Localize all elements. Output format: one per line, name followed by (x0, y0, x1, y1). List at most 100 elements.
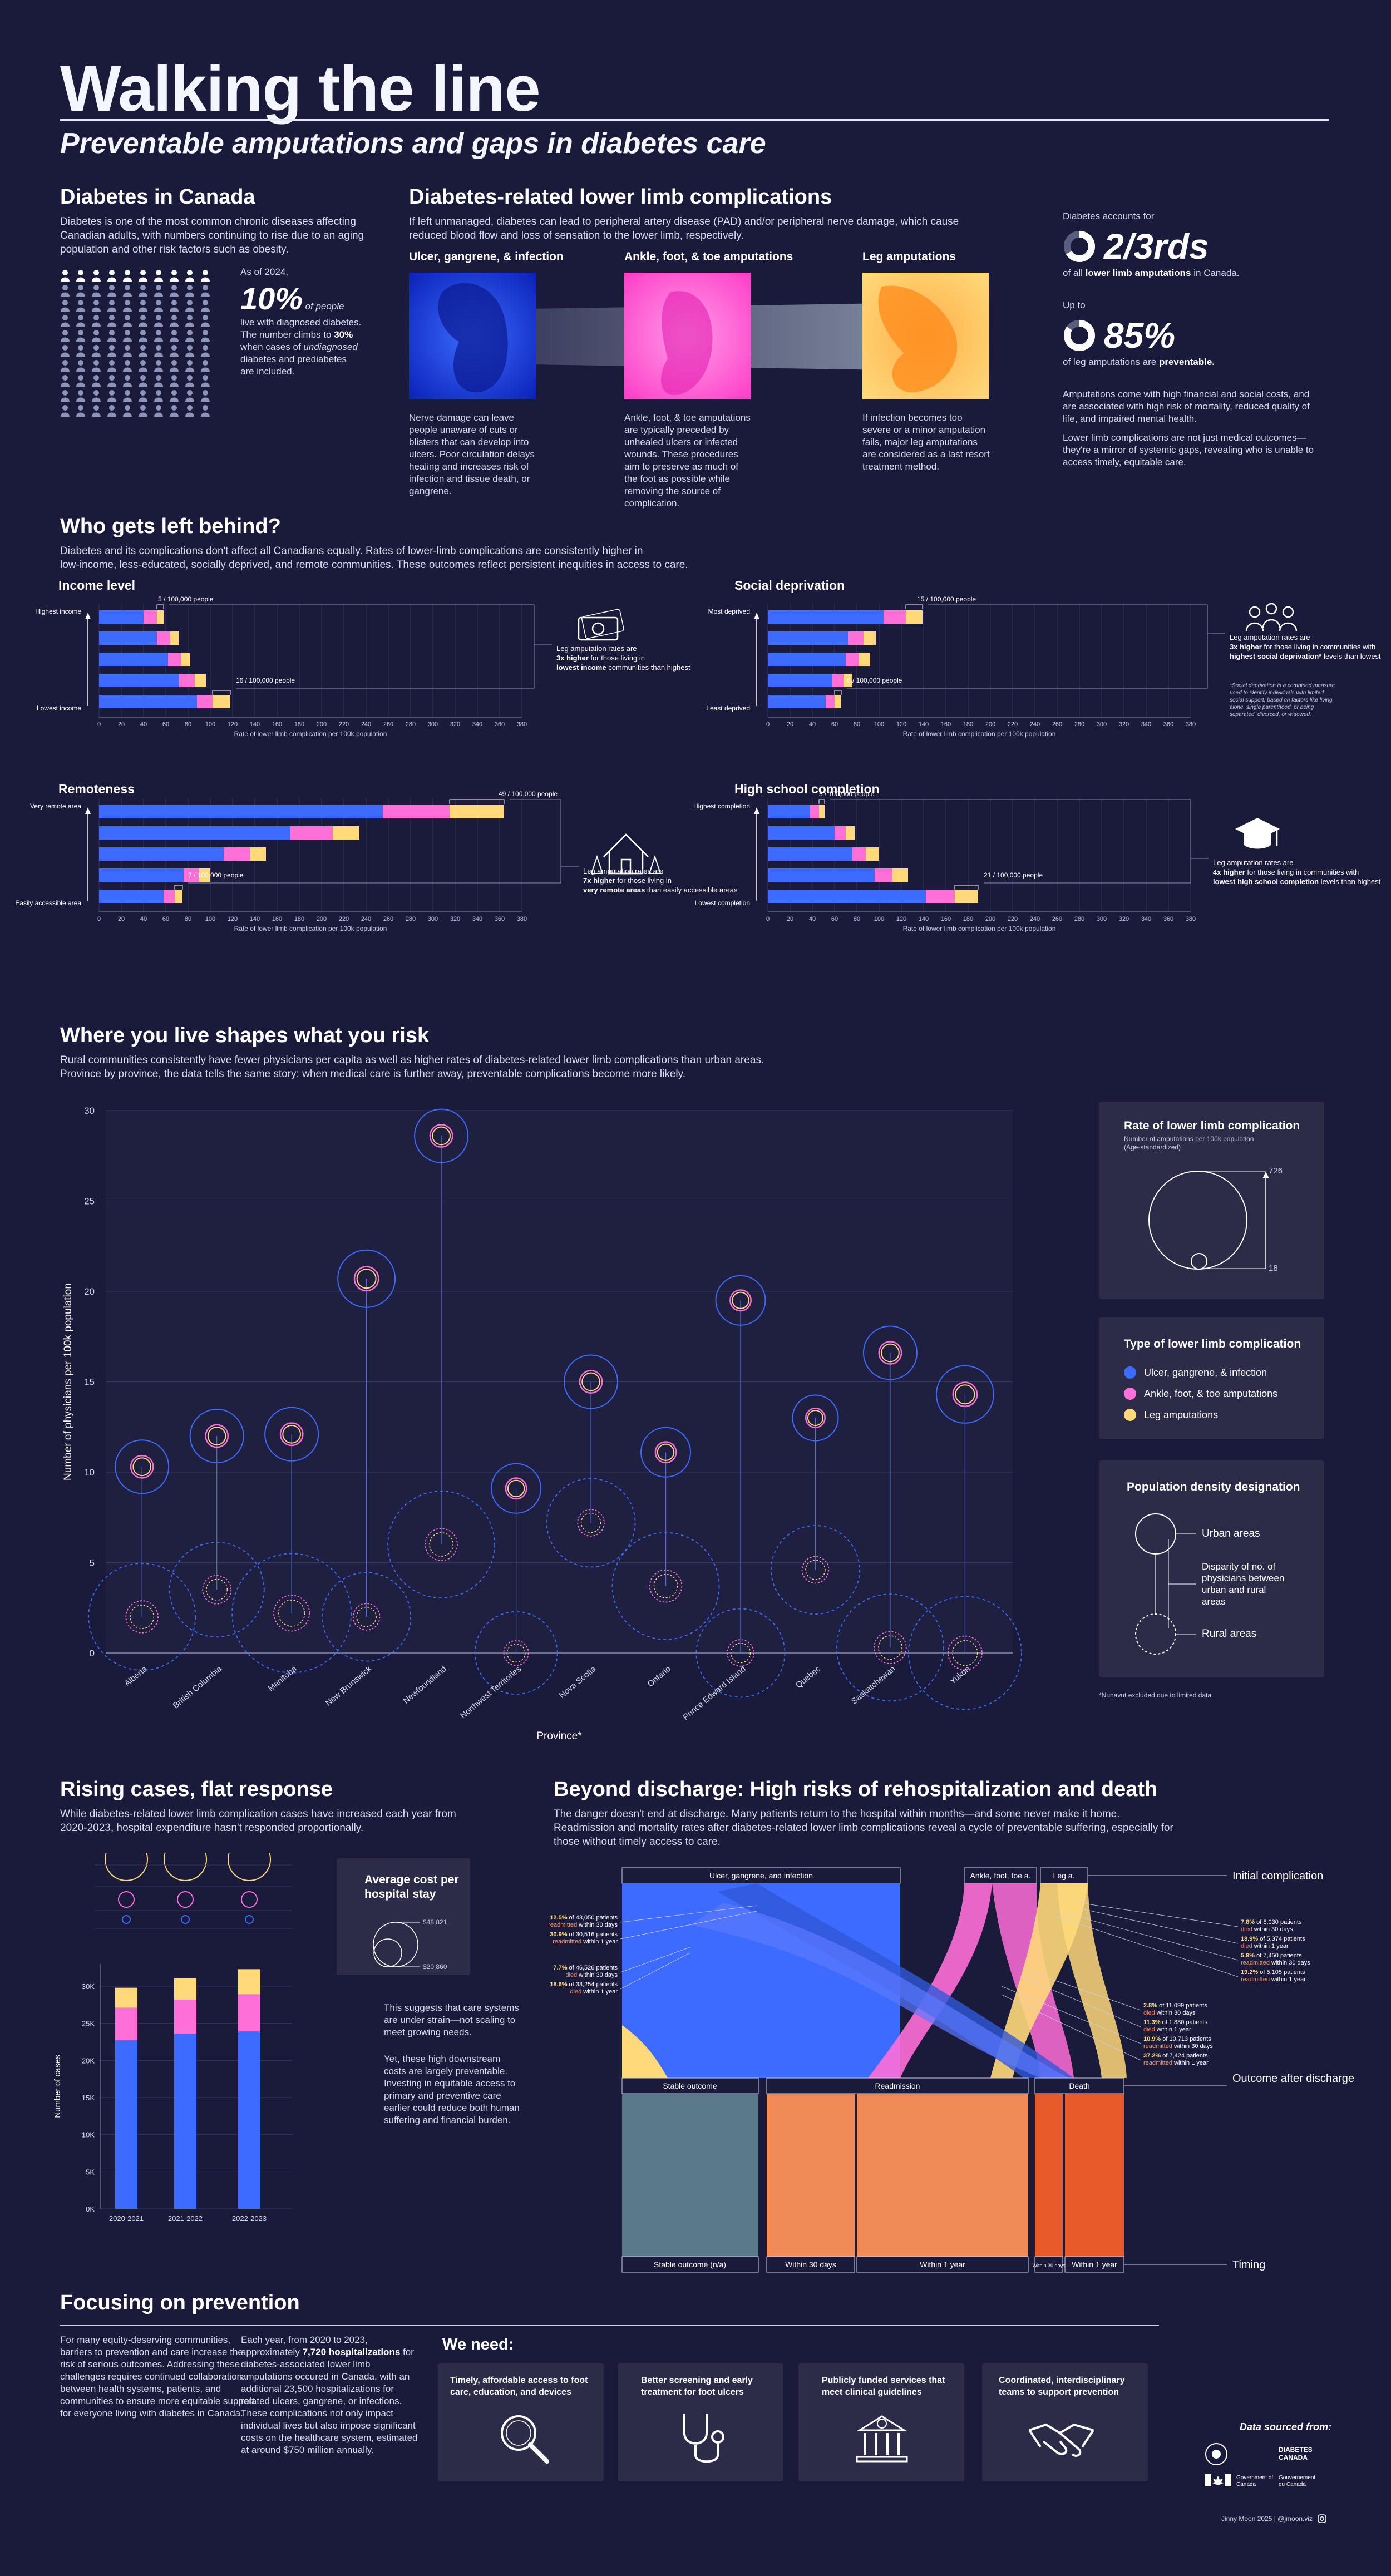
person-head-icon (109, 285, 115, 290)
rate-legend-graphic (1148, 1171, 1269, 1270)
bar-segment-leg (175, 890, 182, 903)
person-head-icon (203, 390, 208, 396)
side-para-1: Amputations come with high financial and… (1063, 389, 1310, 424)
person-body-icon (201, 337, 210, 342)
bottom-annotation: 6 / 100,000 people (847, 677, 902, 684)
bar-chart-deprivation: Social deprivation 0 20 40 60 80 100 120 140 160 1… (706, 578, 1381, 738)
footnote-text: *Social deprivation is a combined measur… (1230, 683, 1335, 718)
person-body-icon (185, 367, 194, 372)
person-body-icon (92, 292, 101, 297)
person-body-icon (76, 397, 85, 402)
x-axis-label: Rate of lower limb complication per 100k… (234, 730, 387, 738)
person-head-icon (171, 360, 177, 366)
footnote-line: *Social deprivation is a combined measur… (1230, 683, 1335, 689)
rural-outer-circle (474, 1611, 558, 1695)
stacked-bar-leg (238, 1969, 260, 1995)
note-pct: 11.3% (1143, 2019, 1161, 2026)
x-tick-label: 220 (1008, 721, 1018, 728)
person-head-icon (62, 360, 68, 366)
note-leader (620, 1905, 757, 1923)
person-head-icon (125, 405, 130, 411)
initial-complication-label: Initial complication (1232, 1870, 1323, 1882)
node-stable-na (621, 2256, 759, 2273)
data-sourced-label: Data sourced from: (1240, 2421, 1332, 2432)
rural-ankle-circle (948, 1635, 983, 1671)
x-tick-label: 340 (472, 916, 482, 922)
person-head-icon (187, 315, 193, 320)
x-tick-label: 0 (97, 721, 101, 728)
note-segment: communities than highest (606, 663, 690, 672)
x-tick-label: 160 (272, 721, 282, 728)
person-head-icon (93, 405, 99, 411)
note-segment: highest social deprivation* (1230, 652, 1322, 660)
person-body-icon (92, 277, 101, 282)
rural-ankle-circle (649, 1570, 683, 1603)
person-body-icon (123, 352, 132, 357)
bottom-label-stable: Stable outcome (n/a) (654, 2260, 726, 2269)
person-head-icon (203, 315, 208, 320)
y-arrow-head (754, 613, 759, 619)
note-connector (236, 644, 535, 689)
y-axis-label: Number of cases (53, 2055, 62, 2118)
note-pct: 10.9% (1143, 2036, 1161, 2042)
discharge-body-3: those without timely access to care. (554, 1836, 721, 1848)
y-tick-label: 20 (84, 1286, 95, 1297)
person-body-icon (154, 352, 163, 357)
bar-chart-income: Income level 0 20 40 60 80 100 120 140 160 180 200 2… (35, 578, 690, 738)
urban-leg-circle (207, 1427, 226, 1445)
bar-segment-ulcer (768, 653, 846, 666)
urban-ankle-circle (729, 1289, 752, 1312)
top-annotation: 49 / 100,000 people (499, 790, 558, 798)
note-line: lowest income communities than highest (556, 663, 690, 672)
person-body-icon (139, 382, 147, 387)
person-head-icon (140, 300, 146, 305)
note-timeframe: within 1 year (1270, 1976, 1306, 1983)
person-head-icon (171, 315, 177, 320)
sankey-note: died within 1 year (1241, 1943, 1289, 1950)
y-top-label: Most deprived (708, 608, 750, 615)
bar-segment-ankle (884, 610, 906, 624)
note-rest: of 7,424 patients (1161, 2052, 1208, 2059)
y-bottom-label: Lowest completion (695, 899, 750, 907)
bar-segment-leg (846, 826, 855, 840)
person-head-icon (78, 390, 83, 396)
cost-min: $20,860 (423, 1963, 447, 1971)
diabetes-canada-logo-icon (1205, 2442, 1228, 2466)
x-tick-label: 300 (428, 916, 438, 922)
x-tick-label: 380 (1186, 721, 1196, 728)
person-body-icon (139, 352, 147, 357)
note-segment: lowest income (556, 663, 606, 672)
need-card-public-services: Publicly funded services that meet clini… (798, 2363, 964, 2481)
person-body-icon (139, 277, 147, 282)
person-head-icon (109, 315, 115, 320)
discharge-body-1: The danger doesn't end at discharge. Man… (554, 1808, 1120, 1820)
bar-segment-ulcer (99, 826, 290, 840)
person-icon (1249, 606, 1261, 618)
person-head-icon (125, 375, 130, 381)
x-tick-label: 100 (205, 721, 215, 728)
note-segment: Leg amputation rates are (1230, 633, 1310, 641)
bottom-label-death-30: Within 30 days (1032, 2263, 1066, 2268)
y-tick-label: 25K (82, 2020, 95, 2028)
person-head-icon (140, 270, 146, 275)
person-body-icon (61, 397, 70, 402)
person-head-icon (203, 285, 208, 290)
need-card-4-text: Coordinated, interdisciplinary teams to … (999, 2376, 1125, 2397)
left-behind-section: Who gets left behind? Diabetes and its c… (60, 515, 950, 572)
x-tick-label: 100 (874, 916, 884, 922)
need-card-screening: Better screening and early treatment for… (618, 2363, 783, 2481)
person-head-icon (109, 375, 115, 381)
government-building-icon (856, 2415, 908, 2463)
note-segment: 4x higher (1213, 868, 1245, 876)
bar-segment-ulcer (99, 695, 197, 708)
person-head-icon (203, 360, 208, 366)
rate-legend-sub-2: (Age-standardized) (1124, 1143, 1181, 1151)
person-head-icon (62, 330, 68, 335)
diabetes-percent: 10% (240, 281, 303, 316)
person-body-icon (139, 322, 147, 327)
person-head-icon (203, 300, 208, 305)
leg-cost-circle (164, 1853, 207, 1881)
complications-heading: Diabetes-related lower limb complication… (409, 185, 832, 209)
note-connector (984, 858, 1191, 884)
province-label: Quebec (794, 1664, 823, 1690)
